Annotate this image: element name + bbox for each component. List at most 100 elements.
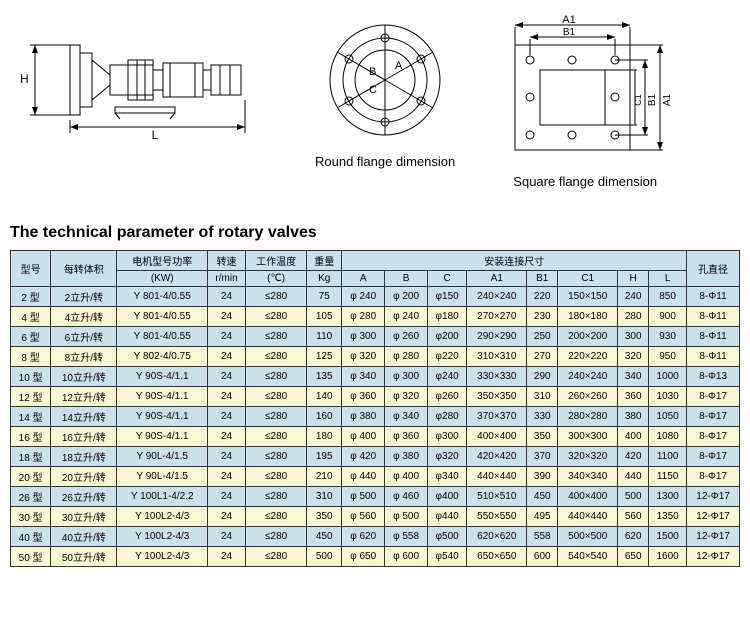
cell-H: 650	[618, 547, 649, 567]
cell-motor: Y 90S-4/1.1	[117, 367, 208, 387]
cell-A: φ 320	[342, 347, 385, 367]
cell-C1: 260×260	[558, 387, 618, 407]
sq-b1v: B1	[647, 93, 658, 106]
table-row: 2 型2立升/转Y 801-4/0.5524≤28075φ 240φ 200φ1…	[11, 287, 740, 307]
cell-H: 380	[618, 407, 649, 427]
cell-C: φ220	[428, 347, 467, 367]
cell-model: 20 型	[11, 467, 51, 487]
cell-A: φ 240	[342, 287, 385, 307]
th-speed-unit: r/min	[208, 271, 246, 287]
cell-A1: 290×290	[467, 327, 527, 347]
th-motor-unit: (KW)	[117, 271, 208, 287]
cell-L: 930	[649, 327, 687, 347]
cell-B: φ 600	[385, 547, 428, 567]
cell-B1: 558	[527, 527, 558, 547]
cell-C1: 540×540	[558, 547, 618, 567]
cell-B1: 290	[527, 367, 558, 387]
cell-C: φ320	[428, 447, 467, 467]
cell-L: 1150	[649, 467, 687, 487]
cell-vol: 18立升/转	[51, 447, 117, 467]
cell-L: 1030	[649, 387, 687, 407]
cell-A: φ 560	[342, 507, 385, 527]
cell-C1: 220×220	[558, 347, 618, 367]
cell-motor: Y 802-4/0.75	[117, 347, 208, 367]
cell-A1: 310×310	[467, 347, 527, 367]
cell-A1: 240×240	[467, 287, 527, 307]
cell-B1: 250	[527, 327, 558, 347]
cell-motor: Y 100L2-4/3	[117, 507, 208, 527]
cell-B: φ 558	[385, 527, 428, 547]
sq-b1: B1	[563, 27, 576, 38]
cell-A1: 510×510	[467, 487, 527, 507]
cell-wt: 110	[307, 327, 342, 347]
cell-temp: ≤280	[246, 487, 307, 507]
th-h: H	[618, 271, 649, 287]
cell-H: 320	[618, 347, 649, 367]
table-row: 10 型10立升/转Y 90S-4/1.124≤280135φ 340φ 300…	[11, 367, 740, 387]
cell-speed: 24	[208, 307, 246, 327]
cell-vol: 8立升/转	[51, 347, 117, 367]
cell-motor: Y 100L2-4/3	[117, 527, 208, 547]
cell-speed: 24	[208, 387, 246, 407]
cell-C1: 340×340	[558, 467, 618, 487]
cell-vol: 10立升/转	[51, 367, 117, 387]
table-row: 50 型50立升/转Y 100L2-4/324≤280500φ 650φ 600…	[11, 547, 740, 567]
cell-temp: ≤280	[246, 387, 307, 407]
cell-wt: 195	[307, 447, 342, 467]
cell-H: 240	[618, 287, 649, 307]
cell-B: φ 200	[385, 287, 428, 307]
table-row: 8 型8立升/转Y 802-4/0.7524≤280125φ 320φ 280φ…	[11, 347, 740, 367]
cell-C1: 180×180	[558, 307, 618, 327]
table-row: 6 型6立升/转Y 801-4/0.5524≤280110φ 300φ 260φ…	[11, 327, 740, 347]
cell-hole: 12-Φ17	[687, 487, 740, 507]
cell-C: φ400	[428, 487, 467, 507]
cell-model: 30 型	[11, 507, 51, 527]
cell-hole: 12-Φ17	[687, 527, 740, 547]
cell-C1: 150×150	[558, 287, 618, 307]
cell-L: 1300	[649, 487, 687, 507]
th-install: 安装连接尺寸	[342, 251, 687, 271]
th-b: B	[385, 271, 428, 287]
cell-wt: 180	[307, 427, 342, 447]
table-row: 12 型12立升/转Y 90S-4/1.124≤280140φ 360φ 320…	[11, 387, 740, 407]
table-row: 20 型20立升/转Y 90L-4/1.524≤280210φ 440φ 400…	[11, 467, 740, 487]
cell-hole: 8-Φ17	[687, 447, 740, 467]
th-temp: 工作温度	[246, 251, 307, 271]
cell-hole: 8-Φ11	[687, 307, 740, 327]
cell-A1: 550×550	[467, 507, 527, 527]
cell-B1: 330	[527, 407, 558, 427]
cell-wt: 125	[307, 347, 342, 367]
cell-B1: 495	[527, 507, 558, 527]
cell-H: 400	[618, 427, 649, 447]
cell-C: φ300	[428, 427, 467, 447]
cell-model: 40 型	[11, 527, 51, 547]
cell-speed: 24	[208, 507, 246, 527]
cell-C1: 200×200	[558, 327, 618, 347]
cell-vol: 20立升/转	[51, 467, 117, 487]
cell-A: φ 360	[342, 387, 385, 407]
cell-H: 360	[618, 387, 649, 407]
cell-speed: 24	[208, 327, 246, 347]
cell-hole: 8-Φ17	[687, 427, 740, 447]
cell-vol: 30立升/转	[51, 507, 117, 527]
sq-c1: C1	[633, 94, 643, 106]
dim-label-l: L	[152, 128, 159, 142]
cell-vol: 40立升/转	[51, 527, 117, 547]
th-model: 型号	[11, 251, 51, 287]
cell-temp: ≤280	[246, 407, 307, 427]
cell-motor: Y 100L2-4/3	[117, 547, 208, 567]
cell-H: 300	[618, 327, 649, 347]
cell-vol: 2立升/转	[51, 287, 117, 307]
square-caption: Square flange dimension	[495, 174, 675, 189]
cell-B: φ 280	[385, 347, 428, 367]
cell-speed: 24	[208, 447, 246, 467]
cell-A: φ 500	[342, 487, 385, 507]
th-speed: 转速	[208, 251, 246, 271]
cell-temp: ≤280	[246, 367, 307, 387]
cell-A1: 330×330	[467, 367, 527, 387]
cell-speed: 24	[208, 467, 246, 487]
cell-B: φ 400	[385, 467, 428, 487]
cell-model: 50 型	[11, 547, 51, 567]
th-weight-unit: Kg	[307, 271, 342, 287]
cell-H: 280	[618, 307, 649, 327]
